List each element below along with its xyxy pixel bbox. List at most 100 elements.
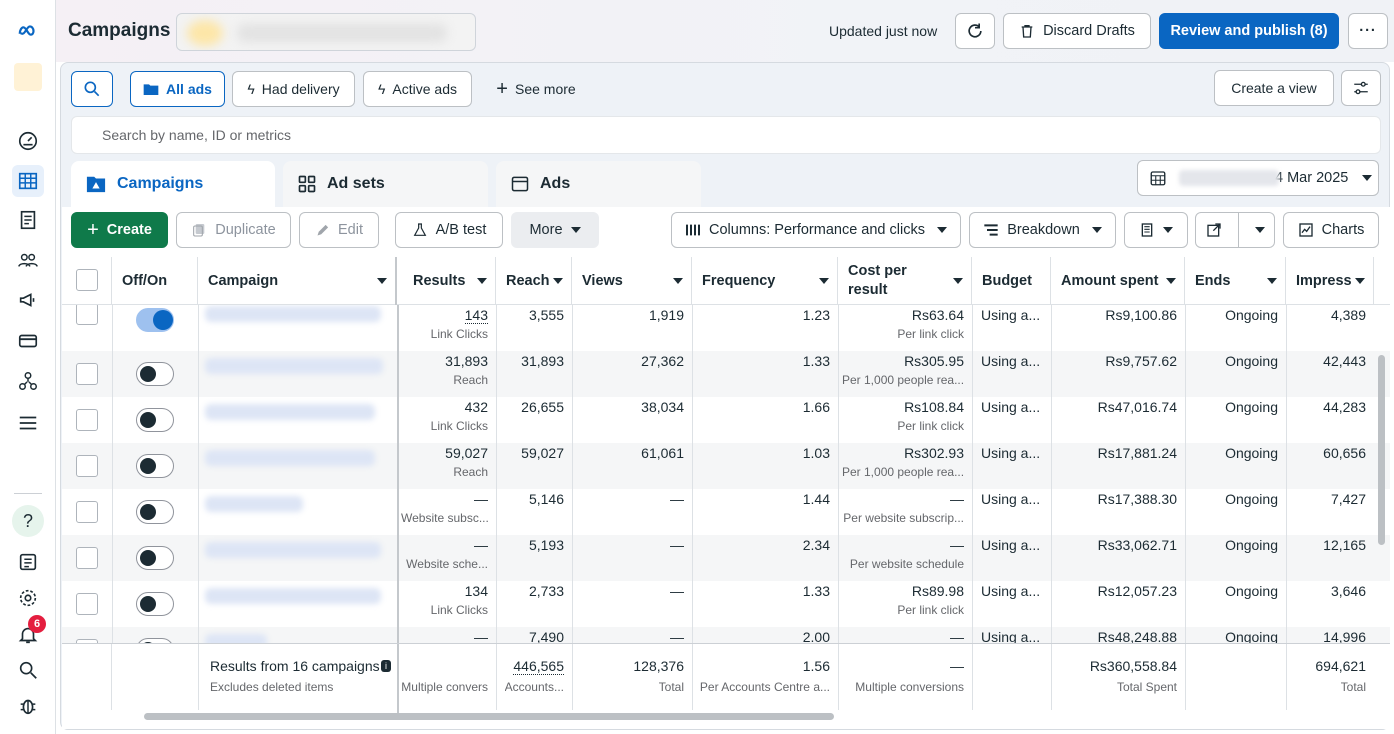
tab-campaigns[interactable]: Campaigns bbox=[71, 161, 275, 207]
col-ends[interactable]: Ends bbox=[1185, 257, 1286, 305]
campaign-toggle[interactable] bbox=[136, 500, 174, 524]
megaphone-icon[interactable] bbox=[12, 284, 44, 316]
filter-had-delivery[interactable]: ϟ Had delivery bbox=[232, 71, 355, 107]
search-input[interactable]: Search by name, ID or metrics bbox=[71, 116, 1381, 154]
row-checkbox[interactable] bbox=[76, 547, 98, 569]
ab-test-button[interactable]: A/B test bbox=[395, 212, 503, 248]
campaign-name-redacted[interactable] bbox=[205, 404, 375, 420]
table-row[interactable]: 31,893 Reach 31,893 27,362 1.33 Rs305.95 Per 1… bbox=[62, 351, 1390, 397]
bug-report-icon[interactable] bbox=[12, 690, 44, 722]
cell-reach: 59,027 bbox=[496, 443, 572, 489]
cell-value: 134 bbox=[464, 583, 488, 599]
account-selector[interactable] bbox=[176, 13, 476, 51]
campaign-name-redacted[interactable] bbox=[205, 588, 381, 604]
campaign-name-redacted[interactable] bbox=[205, 496, 303, 512]
review-publish-button[interactable]: Review and publish (8) bbox=[1159, 13, 1339, 49]
table-row[interactable]: 59,027 Reach 59,027 61,061 1.03 Rs302.93 Per 1… bbox=[62, 443, 1390, 489]
col-views[interactable]: Views bbox=[572, 257, 692, 305]
col-reach[interactable]: Reach bbox=[496, 257, 572, 305]
table-row[interactable]: 432 Link Clicks 26,655 38,034 1.66 Rs108.84 Pe… bbox=[62, 397, 1390, 443]
account-avatar[interactable] bbox=[14, 63, 42, 91]
campaign-name-redacted[interactable] bbox=[205, 542, 381, 558]
cell-budget: Using a... bbox=[972, 627, 1051, 649]
cell-subtext: Per 1,000 people rea... bbox=[842, 465, 964, 479]
cell-value: 2.00 bbox=[802, 629, 830, 645]
table-row[interactable]: — Website subsc... 5,146 — 1.44 — Per website … bbox=[62, 489, 1390, 535]
campaign-toggle[interactable] bbox=[136, 362, 174, 386]
row-checkbox[interactable] bbox=[76, 409, 98, 431]
settings-gear-icon[interactable] bbox=[12, 582, 44, 614]
row-checkbox[interactable] bbox=[76, 593, 98, 615]
columns-dropdown[interactable]: Columns: Performance and clicks bbox=[671, 212, 961, 248]
duplicate-button[interactable]: Duplicate bbox=[176, 212, 291, 248]
discard-drafts-button[interactable]: Discard Drafts bbox=[1003, 13, 1151, 49]
cell-impressions: 42,443 bbox=[1286, 351, 1374, 397]
dashboard-gauge-icon[interactable] bbox=[12, 125, 44, 157]
reports-dropdown[interactable] bbox=[1124, 212, 1188, 248]
campaign-name-redacted[interactable] bbox=[205, 358, 383, 374]
col-results[interactable]: Results bbox=[397, 257, 496, 305]
vertical-scrollbar[interactable] bbox=[1378, 355, 1385, 545]
column-divider bbox=[1185, 305, 1186, 351]
meta-logo-icon[interactable] bbox=[12, 15, 44, 47]
breakdown-dropdown[interactable]: Breakdown bbox=[969, 212, 1116, 248]
date-range-picker[interactable]: 4 Mar 2025 bbox=[1137, 160, 1379, 196]
help-icon[interactable]: ? bbox=[12, 505, 44, 537]
campaign-name-redacted[interactable] bbox=[205, 450, 375, 466]
horizontal-scrollbar[interactable] bbox=[144, 713, 834, 720]
cell-frequency: 1.33 bbox=[692, 351, 838, 397]
col-budget[interactable]: Budget bbox=[972, 257, 1051, 305]
col-frequency[interactable]: Frequency bbox=[692, 257, 838, 305]
search-icon[interactable] bbox=[12, 654, 44, 686]
row-checkbox[interactable] bbox=[76, 501, 98, 523]
see-more-button[interactable]: + See more bbox=[496, 77, 576, 100]
tab-ad-sets[interactable]: Ad sets bbox=[283, 161, 488, 207]
campaign-toggle[interactable] bbox=[136, 592, 174, 616]
campaign-toggle[interactable] bbox=[136, 408, 174, 432]
cell-value: 26,655 bbox=[521, 399, 564, 415]
col-off-on[interactable]: Off/On bbox=[112, 257, 198, 305]
cell-value: Rs9,757.62 bbox=[1105, 353, 1177, 369]
col-impressions[interactable]: Impress bbox=[1286, 257, 1374, 305]
campaign-toggle[interactable] bbox=[136, 546, 174, 570]
charts-button[interactable]: Charts bbox=[1283, 212, 1379, 248]
table-grid-icon[interactable] bbox=[12, 165, 44, 197]
table-row[interactable]: 143 Link Clicks 3,555 1,919 1.23 Rs63.64 Per l… bbox=[62, 305, 1390, 351]
campaign-toggle[interactable] bbox=[136, 454, 174, 478]
more-dropdown[interactable]: More bbox=[511, 212, 599, 248]
campaign-toggle[interactable] bbox=[136, 308, 174, 332]
row-checkbox[interactable] bbox=[76, 305, 98, 325]
billing-card-icon[interactable] bbox=[12, 325, 44, 357]
refresh-button[interactable] bbox=[955, 13, 995, 49]
pages-icon[interactable] bbox=[12, 204, 44, 236]
info-icon[interactable]: i bbox=[381, 660, 391, 672]
edit-button[interactable]: Edit bbox=[299, 212, 379, 248]
reports-icon[interactable] bbox=[12, 546, 44, 578]
audiences-icon[interactable] bbox=[12, 244, 44, 276]
export-dropdown[interactable] bbox=[1195, 212, 1275, 248]
col-amount-spent[interactable]: Amount spent bbox=[1051, 257, 1185, 305]
column-divider bbox=[1185, 351, 1186, 397]
filter-settings-button[interactable] bbox=[1341, 70, 1381, 106]
col-cost-per-result[interactable]: Cost per result bbox=[838, 257, 972, 305]
notifications-bell-icon[interactable]: 6 bbox=[12, 615, 46, 651]
table-row[interactable]: 134 Link Clicks 2,733 — 1.33 Rs89.98 Per link … bbox=[62, 581, 1390, 627]
tab-ads[interactable]: Ads bbox=[496, 161, 701, 207]
filter-active-ads[interactable]: ϟ Active ads bbox=[363, 71, 472, 107]
more-options-button[interactable]: ··· bbox=[1348, 13, 1388, 49]
sort-caret-icon bbox=[1355, 278, 1365, 284]
table-row[interactable]: — Website sche... 5,193 — 2.34 — Per website s… bbox=[62, 535, 1390, 581]
col-campaign[interactable]: Campaign bbox=[198, 257, 397, 305]
menu-icon[interactable] bbox=[12, 407, 44, 439]
create-view-button[interactable]: Create a view bbox=[1214, 70, 1334, 106]
network-icon[interactable] bbox=[12, 365, 44, 397]
campaign-name-redacted[interactable] bbox=[205, 306, 381, 322]
select-all-checkbox[interactable] bbox=[76, 269, 98, 291]
row-checkbox[interactable] bbox=[76, 363, 98, 385]
cell-value: Rs33,062.71 bbox=[1097, 537, 1177, 553]
cell-ends: Ongoing bbox=[1185, 443, 1286, 489]
create-button[interactable]: + Create bbox=[71, 212, 168, 248]
filter-all-ads[interactable]: All ads bbox=[130, 71, 225, 107]
search-toggle-button[interactable] bbox=[71, 71, 113, 107]
row-checkbox[interactable] bbox=[76, 455, 98, 477]
